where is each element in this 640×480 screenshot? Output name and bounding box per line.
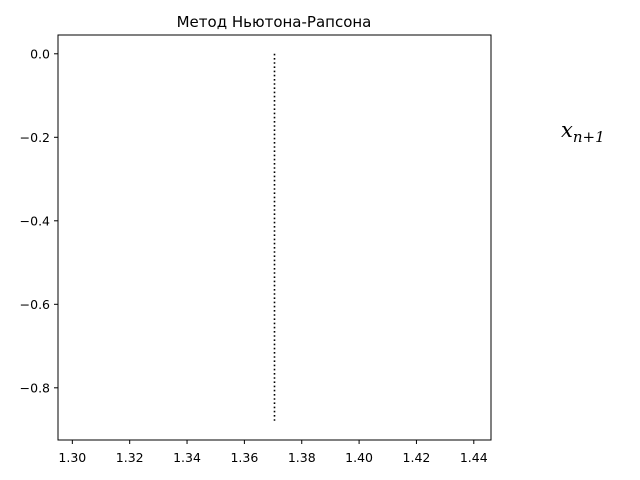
y-tick-label: −0.8 xyxy=(20,380,50,395)
x-tick-label: 1.32 xyxy=(116,450,144,465)
x-axis: 1.30 1.32 1.34 1.36 1.38 1.40 1.42 1.44 xyxy=(58,440,488,465)
plot-area-frame xyxy=(57,34,492,441)
y-axis: 0.0 −0.2 −0.4 −0.6 −0.8 xyxy=(20,46,58,395)
y-tick-label: −0.2 xyxy=(20,130,50,145)
x-tick-label: 1.36 xyxy=(230,450,258,465)
x-tick-label: 1.40 xyxy=(345,450,373,465)
y-tick-label: 0.0 xyxy=(30,46,50,61)
y-tick-label: −0.4 xyxy=(20,213,50,228)
x-tick-label: 1.44 xyxy=(460,450,488,465)
annotation-base: x xyxy=(561,118,573,142)
annotation-subscript: n+1 xyxy=(573,128,605,146)
chart-title: Метод Ньютона-Рапсона xyxy=(177,13,372,31)
x-tick-label: 1.38 xyxy=(288,450,316,465)
x-tick-label: 1.30 xyxy=(58,450,86,465)
x-tick-label: 1.34 xyxy=(173,450,201,465)
x-tick-label: 1.42 xyxy=(403,450,431,465)
y-tick-label: −0.6 xyxy=(20,297,50,312)
annotation-layer: xn+1 xyxy=(561,118,605,146)
x-n-plus-1-annotation: xn+1 xyxy=(561,118,605,146)
